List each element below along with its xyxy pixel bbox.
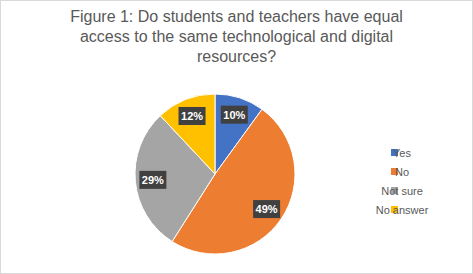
svg-text:No: No (395, 166, 409, 178)
svg-text:No answer: No answer (376, 204, 429, 216)
svg-text:10%: 10% (223, 109, 245, 121)
svg-text:Yes: Yes (393, 147, 411, 159)
svg-text:49%: 49% (256, 203, 278, 215)
svg-text:Not sure: Not sure (381, 185, 423, 197)
svg-text:12%: 12% (181, 110, 203, 122)
html-text:Figure 1: Do students and teac: Figure 1: Do students and teachers have … (70, 8, 403, 65)
svg-text:29%: 29% (142, 174, 164, 186)
